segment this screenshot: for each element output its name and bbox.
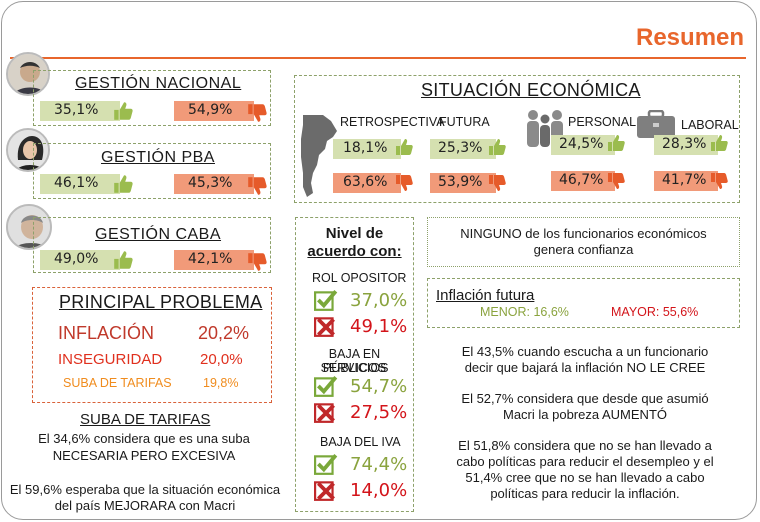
nivel-acuerdo-title1: Nivel de [325, 225, 384, 242]
situacion-futura-label: FUTURA [439, 115, 490, 129]
thumbs-up-icon [112, 249, 134, 271]
note2-line1: El 52,7% considera que desde que asumió [461, 391, 709, 406]
nivel-acuerdo-title2: acuerdo con: [307, 243, 402, 260]
confianza-box [427, 217, 740, 267]
note2-line2: Macri la pobreza AUMENTÓ [503, 407, 667, 422]
note3-line2: cabo políticas para reducir el desempleo… [456, 454, 714, 469]
gestion-caba-box [33, 217, 271, 273]
situacion-economica-box [294, 75, 740, 203]
futura-good: 25,3% [430, 139, 496, 159]
note1-line1: El 43,5% cuando escucha a un funcionario [461, 344, 709, 359]
acuerdo-iva-no: 14,0% [350, 480, 408, 501]
note3-line1: El 51,8% considera que no se han llevado… [458, 438, 712, 453]
futura-bad: 53,9% [430, 173, 496, 193]
situacion-personal-label: PERSONAL [568, 115, 637, 129]
gestion-nacional-approve: 35,1% [40, 101, 120, 121]
problema-inseguridad-label: INSEGURIDAD [58, 351, 163, 368]
gestion-nacional-disapprove: 54,9% [174, 101, 254, 121]
tarifas-line3: El 59,6% esperaba que la situación econó… [9, 482, 281, 497]
inflacion-mayor: MAYOR: 55,6% [611, 305, 699, 319]
avatar-nacional [6, 52, 50, 96]
thumbs-up-icon [394, 137, 414, 157]
cross-icon [314, 401, 338, 423]
argentina-map-icon [301, 115, 337, 197]
problema-inflacion-label: INFLACIÓN [58, 323, 155, 343]
note3-line4: políticas para reducir la inflación. [490, 486, 680, 501]
gestion-pba-box [33, 143, 271, 199]
inflacion-futura-box [427, 278, 740, 328]
thumbs-down-icon [246, 102, 268, 124]
problema-inflacion-value: 20,2% [198, 323, 250, 343]
inflacion-futura-title: Inflación futura [436, 287, 535, 304]
gestion-nacional-box [33, 70, 271, 126]
thumbs-down-icon [246, 175, 268, 197]
gestion-caba-disapprove: 42,1% [174, 250, 254, 270]
personal-bad: 46,7% [551, 171, 615, 191]
problema-tarifas-value: 19,8% [203, 376, 239, 390]
check-icon [314, 453, 338, 475]
title-rule [10, 57, 746, 59]
cross-icon [314, 315, 338, 337]
thumbs-up-icon [112, 173, 134, 195]
thumbs-up-icon [606, 133, 626, 153]
acuerdo-iva-label: BAJA DEL IVA [320, 435, 401, 449]
nivel-acuerdo-box [295, 217, 414, 512]
thumbs-up-icon [487, 137, 507, 157]
personal-good: 24,5% [551, 135, 615, 155]
situacion-retrospectiva-label: RETROSPECTIVA [340, 115, 445, 129]
tarifas-line2: NECESARIA PERO EXCESIVA [52, 448, 236, 463]
suba-tarifas-title: SUBA DE TARIFAS [80, 411, 211, 428]
thumbs-down-icon [394, 173, 414, 193]
laboral-good: 28,3% [654, 135, 718, 155]
inflacion-menor: MENOR: 16,6% [480, 305, 569, 319]
gestion-pba-label: GESTIÓN PBA [101, 149, 215, 166]
thumbs-up-icon [709, 133, 729, 153]
acuerdo-servicios-label2: PÚBLICOS [322, 361, 387, 375]
thumbs-down-icon [487, 173, 507, 193]
retrospectiva-good: 18,1% [333, 139, 401, 159]
problema-inseguridad-value: 20,0% [200, 351, 243, 368]
briefcase-icon [637, 110, 675, 138]
principal-problema-title: PRINCIPAL PROBLEMA [59, 292, 263, 312]
thumbs-down-icon [709, 171, 729, 191]
acuerdo-servicios-no: 27,5% [350, 402, 408, 423]
acuerdo-servicios-yes: 54,7% [350, 376, 408, 397]
avatar-pba [6, 128, 50, 172]
gestion-pba-disapprove: 45,3% [174, 174, 254, 194]
note1-line2: decir que bajará la inflación NO LE CREE [464, 360, 706, 375]
situacion-economica-title: SITUACIÓN ECONÓMICA [421, 80, 641, 100]
confianza-line1: NINGUNO de los funcionarios económicos [460, 226, 707, 241]
thumbs-up-icon [112, 100, 134, 122]
acuerdo-servicios-label1: BAJA EN SERVICIOS [320, 347, 389, 375]
gestion-caba-label: GESTIÓN CABA [95, 226, 222, 243]
situacion-laboral-label: LABORAL [681, 118, 739, 132]
confianza-line2: genera confianza [533, 242, 634, 257]
tarifas-line4: del país MEJORARA con Macri [54, 498, 236, 513]
cross-icon [314, 479, 338, 501]
retrospectiva-bad: 63,6% [333, 173, 401, 193]
gestion-caba-approve: 49,0% [40, 250, 120, 270]
thumbs-down-icon [606, 171, 626, 191]
acuerdo-rol-opositor-no: 49,1% [350, 316, 408, 337]
thumbs-down-icon [246, 251, 268, 273]
acuerdo-iva-yes: 74,4% [350, 454, 408, 475]
acuerdo-rol-opositor-label: ROL OPOSITOR [312, 271, 407, 285]
page-title: Resumen [636, 24, 745, 51]
tarifas-line1: El 34,6% considera que es una suba [38, 431, 250, 446]
note3-line3: 51,4% cree que no se han llevado a cabo [465, 470, 705, 485]
principal-problema-box [32, 287, 272, 403]
acuerdo-rol-opositor-yes: 37,0% [350, 290, 408, 311]
check-icon [314, 375, 338, 397]
check-icon [314, 289, 338, 311]
gestion-pba-approve: 46,1% [40, 174, 120, 194]
laboral-bad: 41,7% [654, 171, 718, 191]
gestion-nacional-label: GESTIÓN NACIONAL [75, 75, 242, 92]
problema-tarifas-label: SUBA DE TARIFAS [63, 376, 172, 390]
